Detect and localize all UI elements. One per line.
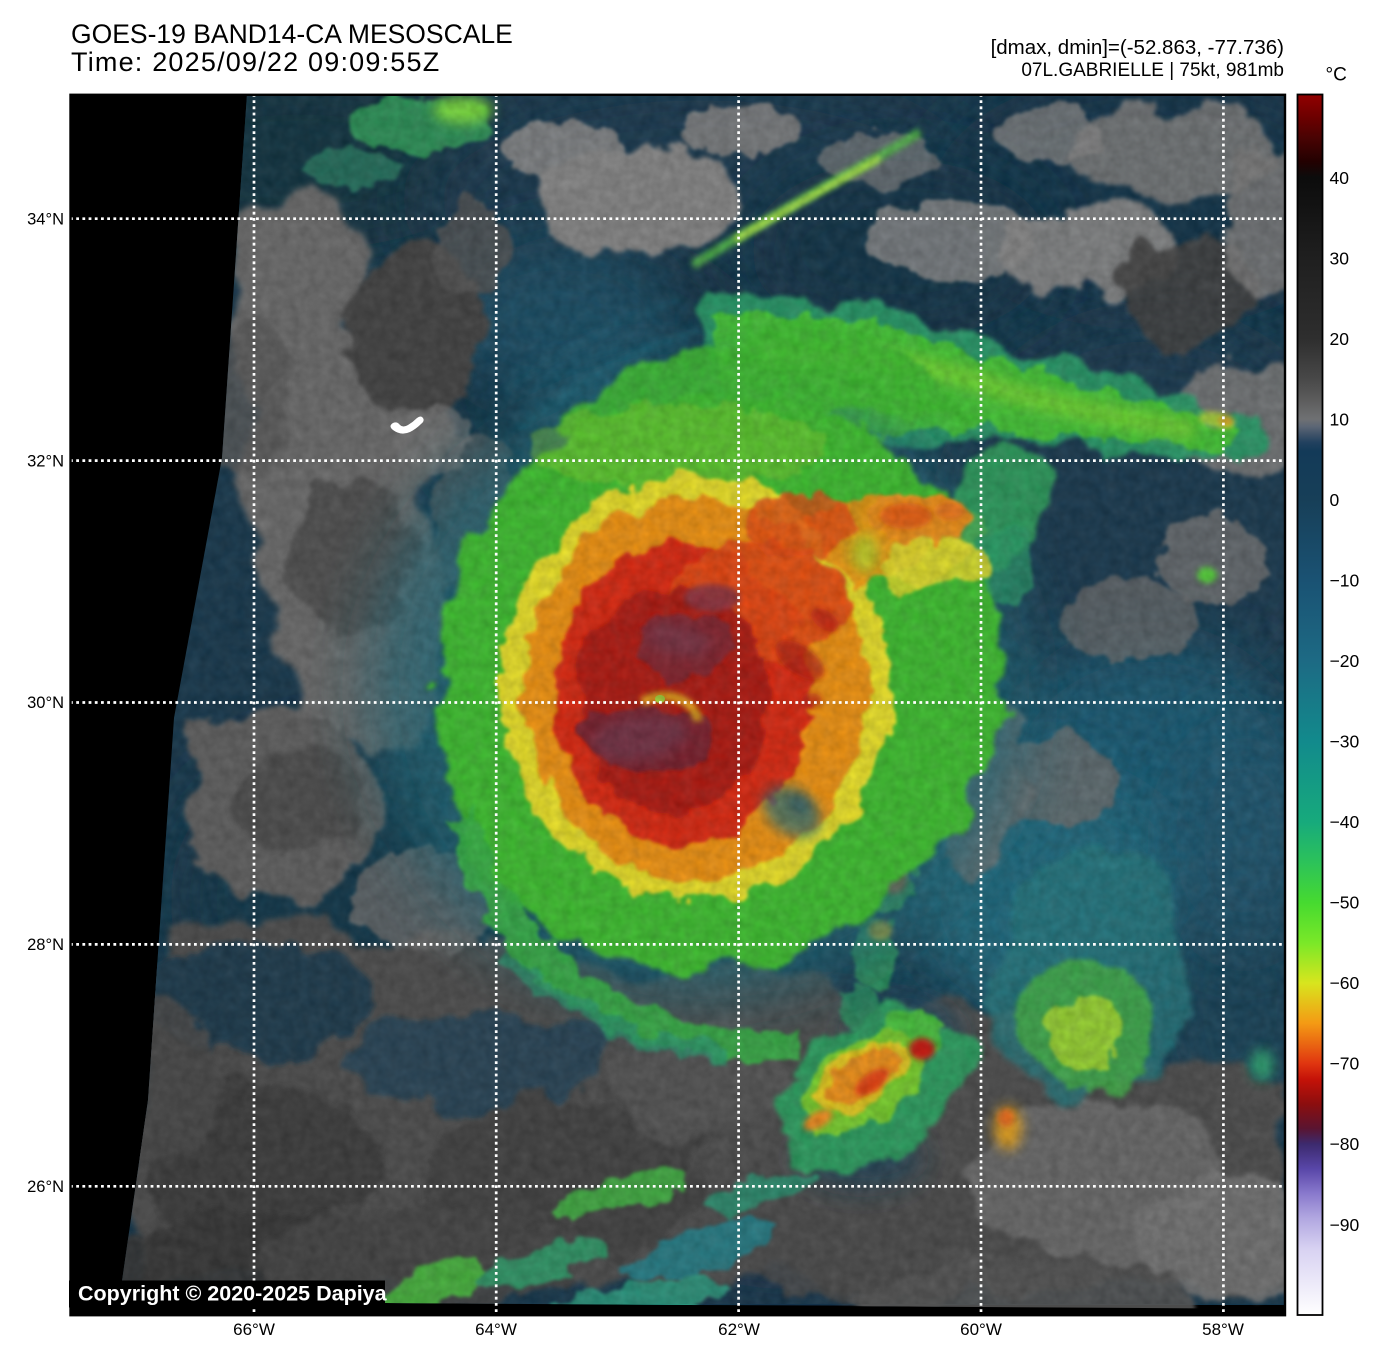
svg-text:Copyright © 2020-2025 Dapiya: Copyright © 2020-2025 Dapiya [78,1282,388,1306]
svg-text:40: 40 [1330,168,1350,188]
svg-text:−90: −90 [1330,1215,1360,1235]
svg-text:0: 0 [1330,490,1340,510]
svg-text:30°N: 30°N [27,694,64,712]
svg-text:−10: −10 [1330,571,1360,591]
svg-text:64°W: 64°W [475,1320,517,1339]
svg-text:−30: −30 [1330,732,1360,752]
svg-text:°C: °C [1326,65,1347,86]
svg-text:26°N: 26°N [27,1178,64,1196]
svg-text:10: 10 [1330,410,1350,430]
svg-text:GOES-19 BAND14-CA MESOSCALE: GOES-19 BAND14-CA MESOSCALE [71,19,513,49]
svg-text:30: 30 [1330,249,1350,269]
svg-text:58°W: 58°W [1202,1320,1244,1339]
svg-text:20: 20 [1330,329,1350,349]
svg-text:[dmax, dmin]=(-52.863, -77.736: [dmax, dmin]=(-52.863, -77.736) [991,36,1284,59]
svg-text:62°W: 62°W [718,1320,760,1339]
svg-text:−80: −80 [1330,1134,1360,1154]
svg-text:−70: −70 [1330,1054,1360,1074]
svg-text:−50: −50 [1330,893,1360,913]
svg-text:60°W: 60°W [960,1320,1002,1339]
svg-text:66°W: 66°W [233,1320,275,1339]
svg-text:34°N: 34°N [27,210,64,228]
svg-text:28°N: 28°N [27,936,64,954]
svg-text:07L.GABRIELLE | 75kt, 981mb: 07L.GABRIELLE | 75kt, 981mb [1021,60,1284,81]
svg-text:−60: −60 [1330,973,1360,993]
svg-text:−20: −20 [1330,651,1360,671]
svg-text:32°N: 32°N [27,452,64,470]
svg-text:−40: −40 [1330,812,1360,832]
svg-text:Time: 2025/09/22 09:09:55Z: Time: 2025/09/22 09:09:55Z [71,47,440,77]
